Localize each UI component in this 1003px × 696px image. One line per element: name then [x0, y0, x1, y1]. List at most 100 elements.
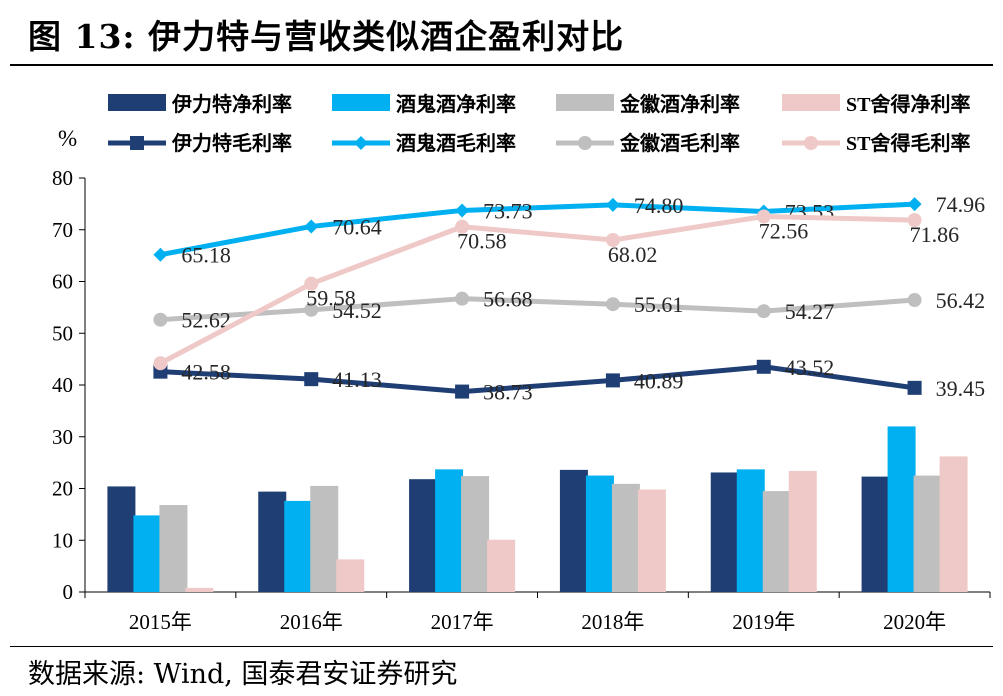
bar-2 [133, 515, 162, 592]
x-tick-label: 2018年 [581, 610, 644, 634]
bar-3 [159, 505, 188, 592]
bar-1 [559, 469, 588, 592]
legend-label: 金徽酒毛利率 [619, 131, 740, 155]
point-3 [907, 293, 922, 308]
data-label: 56.42 [936, 288, 986, 313]
point-4 [756, 209, 771, 224]
y-tick-label: 30 [52, 425, 73, 449]
point-2 [304, 219, 319, 234]
data-label: 38.73 [483, 380, 533, 405]
data-label: 68.02 [608, 242, 658, 267]
y-tick-label: 10 [52, 528, 73, 552]
x-tick-label: 2020年 [883, 610, 946, 634]
point-1 [455, 384, 470, 399]
data-label: 40.89 [634, 368, 684, 393]
point-2 [605, 197, 620, 212]
point-1 [907, 380, 922, 395]
legend-swatch [556, 94, 614, 111]
point-3 [605, 297, 620, 312]
data-label: 43.52 [785, 355, 835, 380]
bar-4 [185, 587, 214, 592]
legend-label: 伊力特净利率 [171, 92, 292, 116]
x-tick-label: 2017年 [431, 610, 494, 634]
x-tick-label: 2016年 [280, 610, 343, 634]
bar-1 [409, 479, 438, 592]
bar-1 [107, 486, 136, 592]
point-3 [455, 291, 470, 306]
bar-2 [585, 475, 614, 592]
bar-1 [861, 476, 890, 592]
bar-3 [461, 476, 490, 592]
data-label: 74.80 [634, 193, 684, 218]
data-label: 65.18 [181, 243, 231, 268]
bar-3 [611, 483, 640, 592]
x-tick-label: 2015年 [129, 610, 192, 634]
legend-marker [354, 136, 368, 150]
line-4 [159, 214, 915, 366]
bar-2 [435, 469, 464, 592]
point-2 [455, 203, 470, 218]
point-3 [756, 304, 771, 319]
data-label: 55.61 [634, 292, 684, 317]
bar-2 [736, 469, 765, 592]
data-label: 54.27 [785, 299, 835, 324]
data-label: 54.52 [332, 298, 382, 323]
bar-3 [913, 475, 942, 592]
bar-1 [710, 472, 739, 592]
point-4 [605, 232, 620, 247]
legend-swatch [332, 94, 390, 111]
data-label: 39.45 [936, 376, 986, 401]
data-label: 73.73 [483, 198, 533, 223]
point-2 [153, 247, 168, 262]
bar-3 [310, 485, 339, 592]
bar-1 [258, 491, 287, 592]
y-axis-unit: % [58, 126, 77, 151]
y-tick-label: 40 [52, 373, 73, 397]
point-4 [455, 219, 470, 234]
point-1 [605, 373, 620, 388]
y-tick-label: 80 [52, 166, 73, 190]
legend-marker [578, 136, 592, 150]
bar-4 [939, 456, 968, 592]
legend-marker [804, 136, 818, 150]
legend-label: ST舍得毛利率 [846, 131, 970, 155]
data-label: 71.86 [910, 222, 960, 247]
legend-swatch [782, 94, 840, 111]
footer-divider [10, 646, 993, 647]
legend-label: 金徽酒净利率 [619, 92, 740, 116]
line-2 [159, 201, 915, 258]
data-label: 42.58 [181, 360, 231, 385]
point-4 [153, 356, 168, 371]
bar-4 [637, 489, 666, 592]
point-1 [304, 372, 319, 387]
data-label: 72.56 [759, 219, 809, 244]
chart-title: 图 13: 伊力特与营收类似酒企盈利对比 [28, 17, 625, 56]
data-label: 74.96 [936, 192, 986, 217]
data-label: 59.58 [306, 286, 356, 311]
y-tick-label: 70 [52, 218, 73, 242]
bar-4 [336, 559, 365, 592]
legend-marker [130, 136, 144, 150]
line-1 [160, 364, 915, 395]
bar-2 [887, 426, 916, 592]
legend-label: 酒鬼酒净利率 [396, 92, 516, 116]
legend-swatch [108, 94, 166, 111]
data-label: 56.68 [483, 287, 533, 312]
bar-2 [284, 500, 313, 592]
point-2 [907, 197, 922, 212]
point-3 [153, 312, 168, 327]
line-3 [160, 296, 915, 323]
y-tick-label: 50 [52, 321, 73, 345]
source-note: 数据来源: Wind, 国泰君安证券研究 [28, 659, 458, 690]
x-tick-label: 2019年 [732, 610, 795, 634]
y-tick-label: 0 [63, 580, 74, 604]
chart: 0 10 20 30 40 50 60 70 80% 2015年 2016年 2017年 2018年 20… [52, 92, 991, 634]
data-label: 41.13 [332, 367, 382, 392]
bar-4 [788, 470, 817, 592]
point-4 [907, 213, 922, 228]
bar-4 [487, 539, 516, 592]
legend-label: 伊力特毛利率 [171, 131, 292, 155]
legend-label: ST舍得净利率 [846, 92, 970, 116]
y-tick-label: 60 [52, 270, 73, 294]
bar-3 [762, 491, 791, 592]
